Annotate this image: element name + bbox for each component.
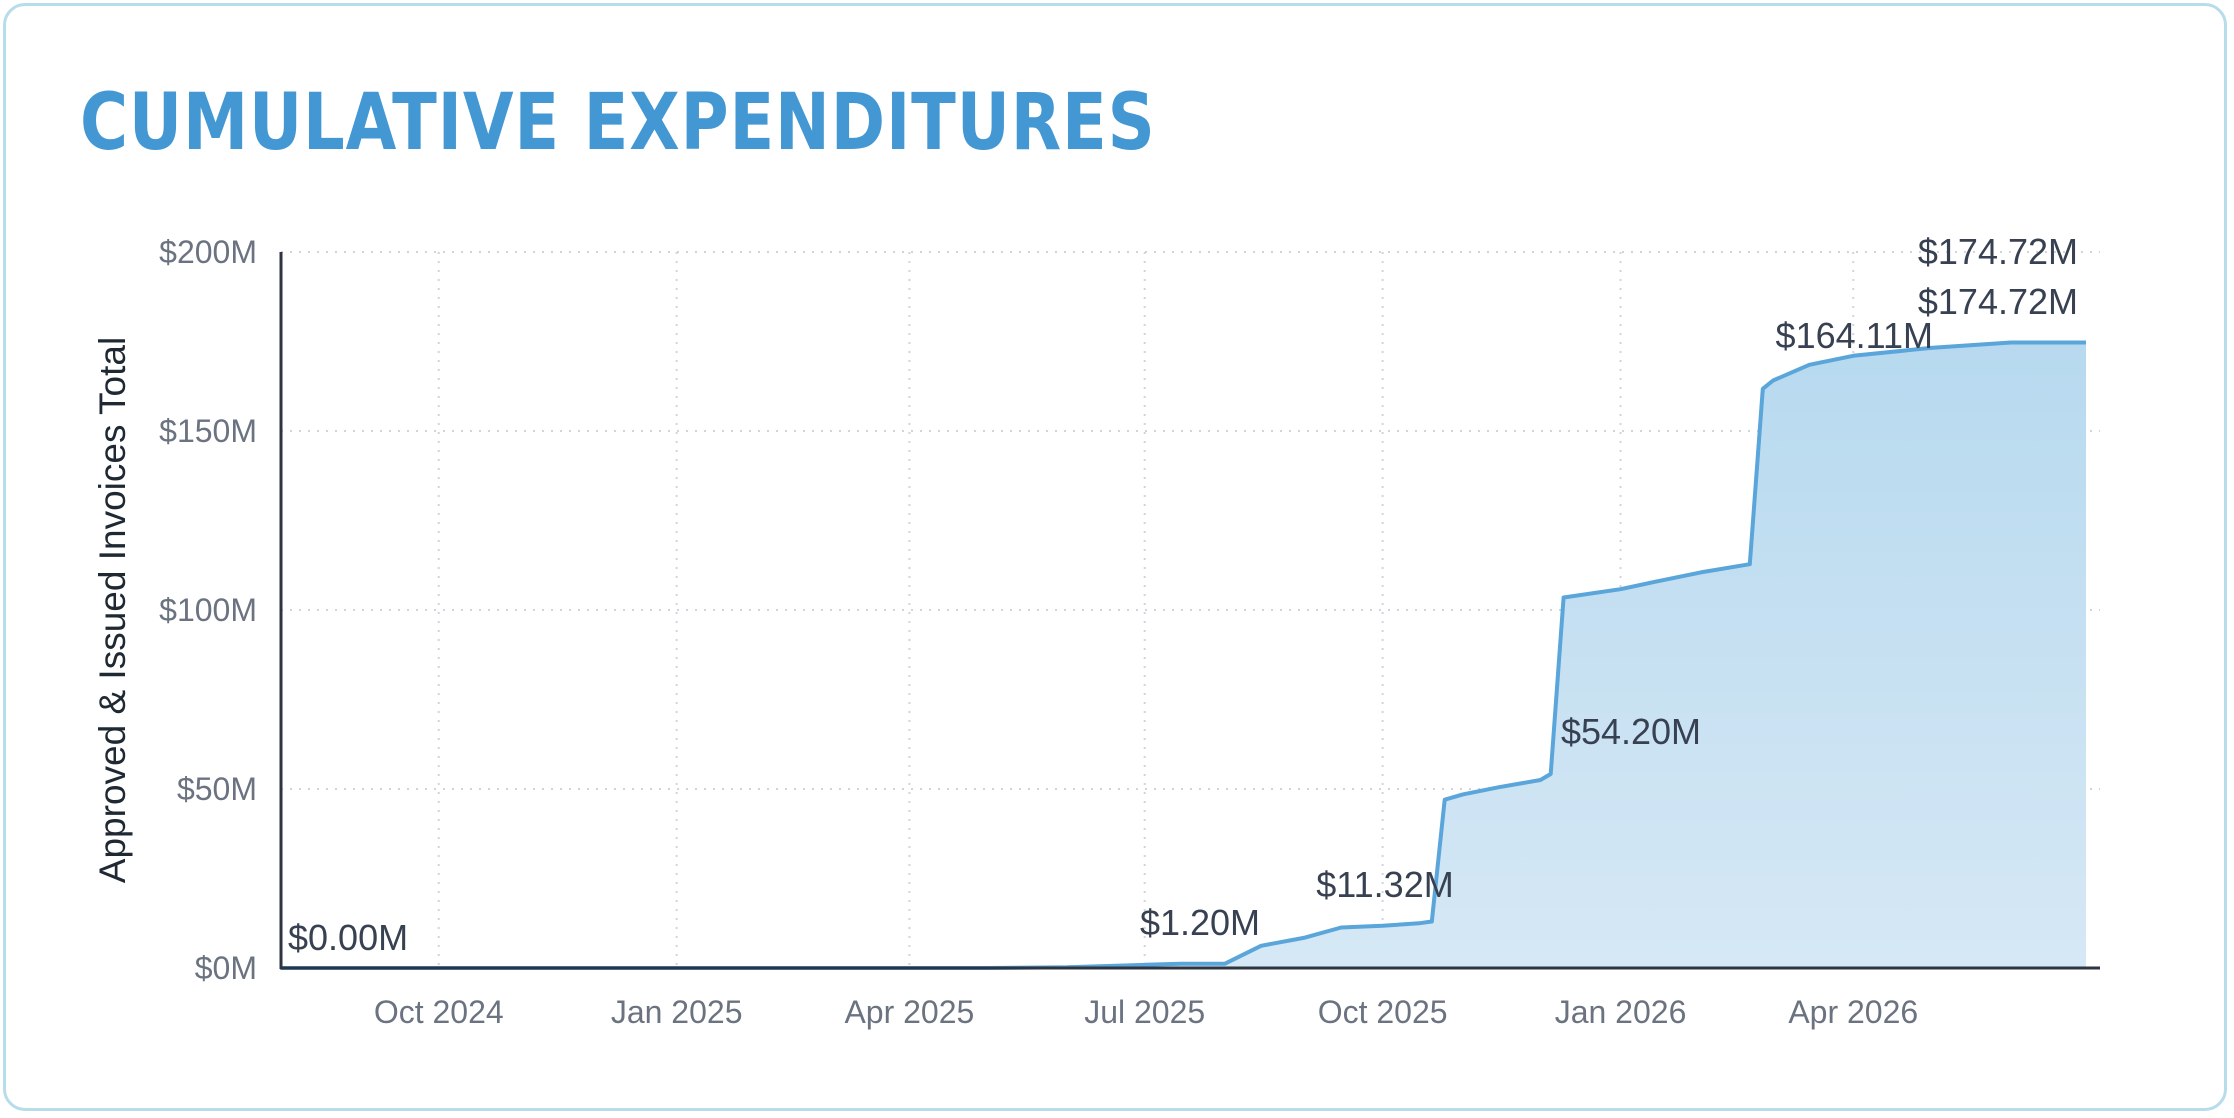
x-tick-label: Jan 2026 xyxy=(1555,994,1687,1030)
y-axis-title: Approved & Issued Invoices Total xyxy=(92,337,133,883)
x-tick-label: Oct 2024 xyxy=(374,994,504,1030)
y-tick-label: $200M xyxy=(159,234,257,270)
data-label: $174.72M xyxy=(1918,281,2078,322)
y-tick-label: $0M xyxy=(195,950,257,986)
data-label: $0.00M xyxy=(288,917,408,958)
data-label: $1.20M xyxy=(1140,902,1260,943)
x-tick-label: Apr 2025 xyxy=(844,994,974,1030)
area-fill xyxy=(281,342,2086,968)
x-tick-label: Jul 2025 xyxy=(1084,994,1205,1030)
data-label: $54.20M xyxy=(1561,711,1701,752)
data-label: $11.32M xyxy=(1316,864,1453,905)
chart-title: CUMULATIVE EXPENDITURES xyxy=(80,78,1156,168)
series-line xyxy=(281,340,2086,970)
labels: $0.00M $1.20M$11.32M$54.20M$164.11M$174.7… xyxy=(288,231,2078,958)
data-label: $164.11M xyxy=(1776,315,1933,356)
x-tick-label: Oct 2025 xyxy=(1318,994,1448,1030)
x-tick-label: Jan 2025 xyxy=(611,994,743,1030)
data-label: $174.72M xyxy=(1918,231,2078,272)
gridlines xyxy=(281,251,2100,968)
axes: $0M $50M $100M $150M $200M Oct 2024 Jan 2025 Ap… xyxy=(92,234,2100,1030)
area-series xyxy=(281,340,2086,970)
y-tick-label: $150M xyxy=(159,413,257,449)
x-tick-label: Apr 2026 xyxy=(1788,994,1918,1030)
y-tick-label: $100M xyxy=(159,592,257,628)
y-tick-label: $50M xyxy=(177,771,257,807)
